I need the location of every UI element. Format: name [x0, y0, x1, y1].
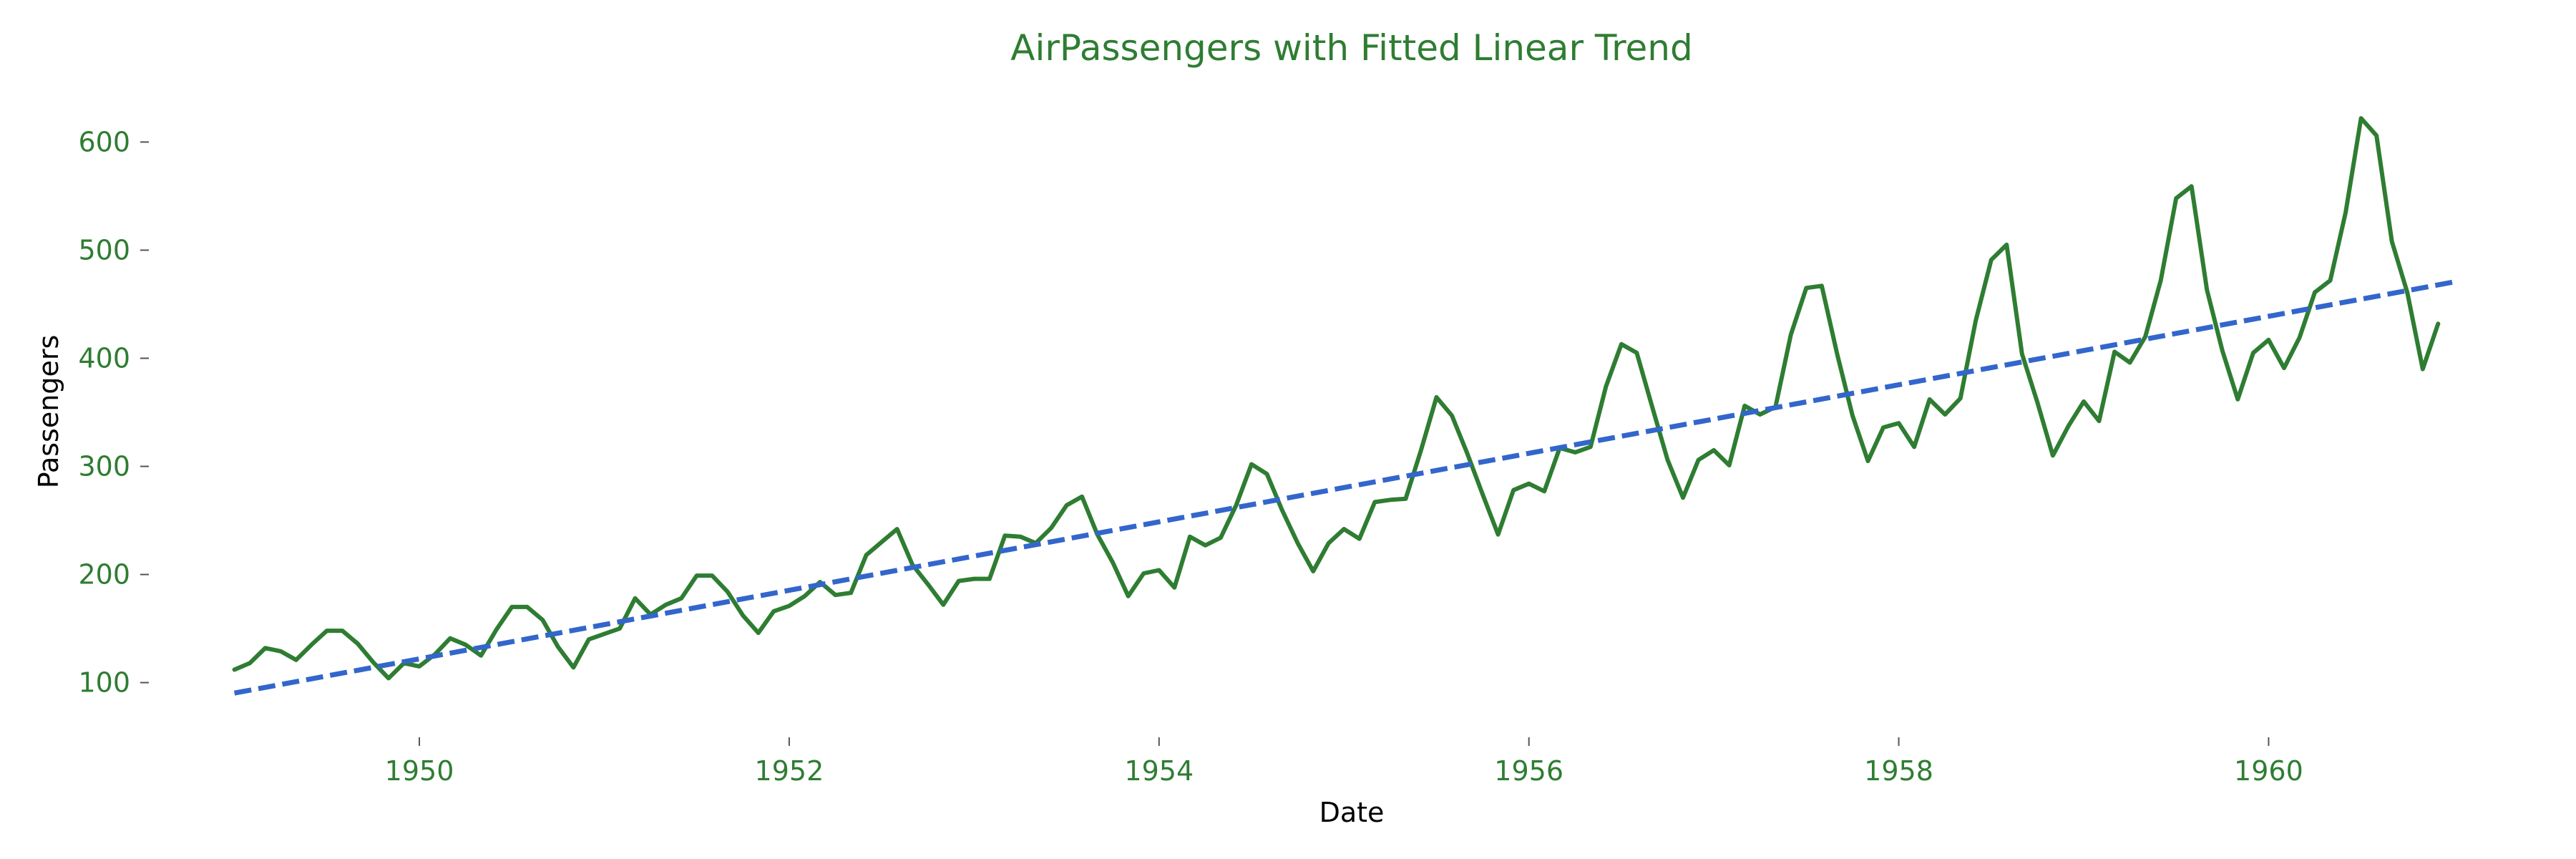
plot-area: [232, 116, 2454, 696]
series-line-passengers: [232, 116, 2441, 681]
y-tick-label: 100: [78, 667, 130, 699]
y-tick-label: 300: [78, 451, 130, 482]
y-axis: 100 200 300 400 500 600: [78, 126, 149, 699]
y-tick-label: 600: [78, 126, 130, 157]
x-axis-label: Date: [1319, 797, 1385, 828]
x-tick-label: 1952: [755, 755, 824, 787]
y-tick-label: 500: [78, 234, 130, 266]
x-axis: 1950 1952 1954 1956 1958 1960: [385, 737, 2303, 787]
x-tick-label: 1958: [1864, 755, 1933, 787]
y-tick-label: 400: [78, 342, 130, 374]
x-tick-label: 1954: [1124, 755, 1194, 787]
x-tick-label: 1950: [385, 755, 454, 787]
y-axis-label: Passengers: [33, 335, 64, 488]
x-tick-label: 1956: [1494, 755, 1563, 787]
chart-title: AirPassengers with Fitted Linear Trend: [1010, 27, 1692, 69]
x-tick-label: 1960: [2234, 755, 2303, 787]
trend-line: [233, 279, 2454, 696]
y-tick-label: 200: [78, 559, 130, 591]
